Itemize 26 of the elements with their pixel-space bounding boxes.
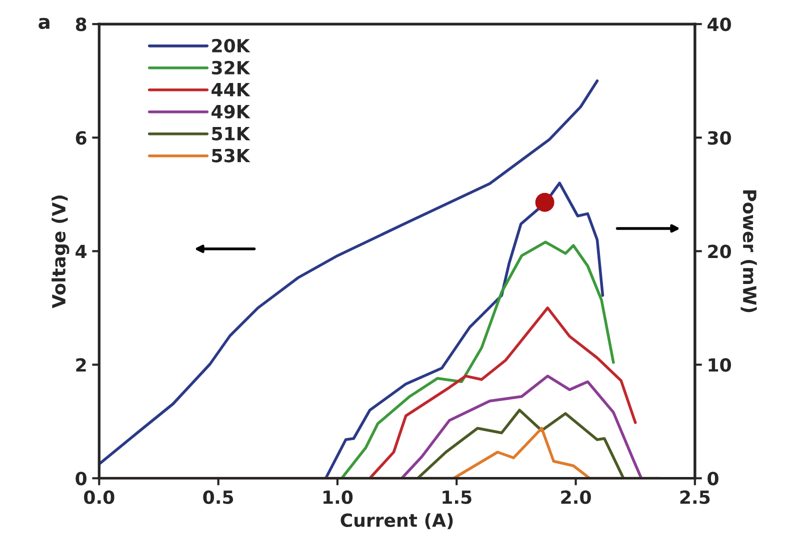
x-tick-label: 0.0 [84, 490, 114, 504]
legend-label: 32K [212, 60, 250, 74]
y2-tick-label: 10 [708, 358, 731, 372]
x-tick-label: 0.5 [203, 490, 234, 504]
legend-label: 53K [212, 148, 250, 162]
legend-label: 49K [212, 104, 250, 118]
text: a [38, 18, 50, 30]
y-tick-label: 0 [76, 472, 86, 486]
legend-label: 44K [212, 83, 250, 96]
x-tick-label: 2.5 [680, 490, 710, 504]
y2-tick-label: 30 [708, 131, 731, 145]
y-tick-label: 4 [76, 244, 87, 258]
legend-label: 20K [212, 38, 250, 52]
y-axis-title: Voltage (V) [52, 196, 70, 308]
y-tick-label: 6 [76, 131, 86, 145]
x-tick-label: 2.0 [561, 490, 591, 504]
y-tick-label: 8 [76, 18, 86, 32]
y2-axis-title: Power (mW) [740, 190, 757, 312]
x-tick-label: 1.5 [442, 490, 472, 504]
x-tick-label: 1.0 [324, 490, 353, 504]
y-tick-label: 2 [76, 358, 86, 372]
y2-tick-label: 40 [708, 18, 731, 32]
legend-label: 51K [212, 127, 250, 140]
y2-tick-label: 20 [708, 244, 731, 258]
x-axis-title: Current (A) [340, 513, 453, 530]
y2-tick-label: 0 [708, 472, 718, 486]
